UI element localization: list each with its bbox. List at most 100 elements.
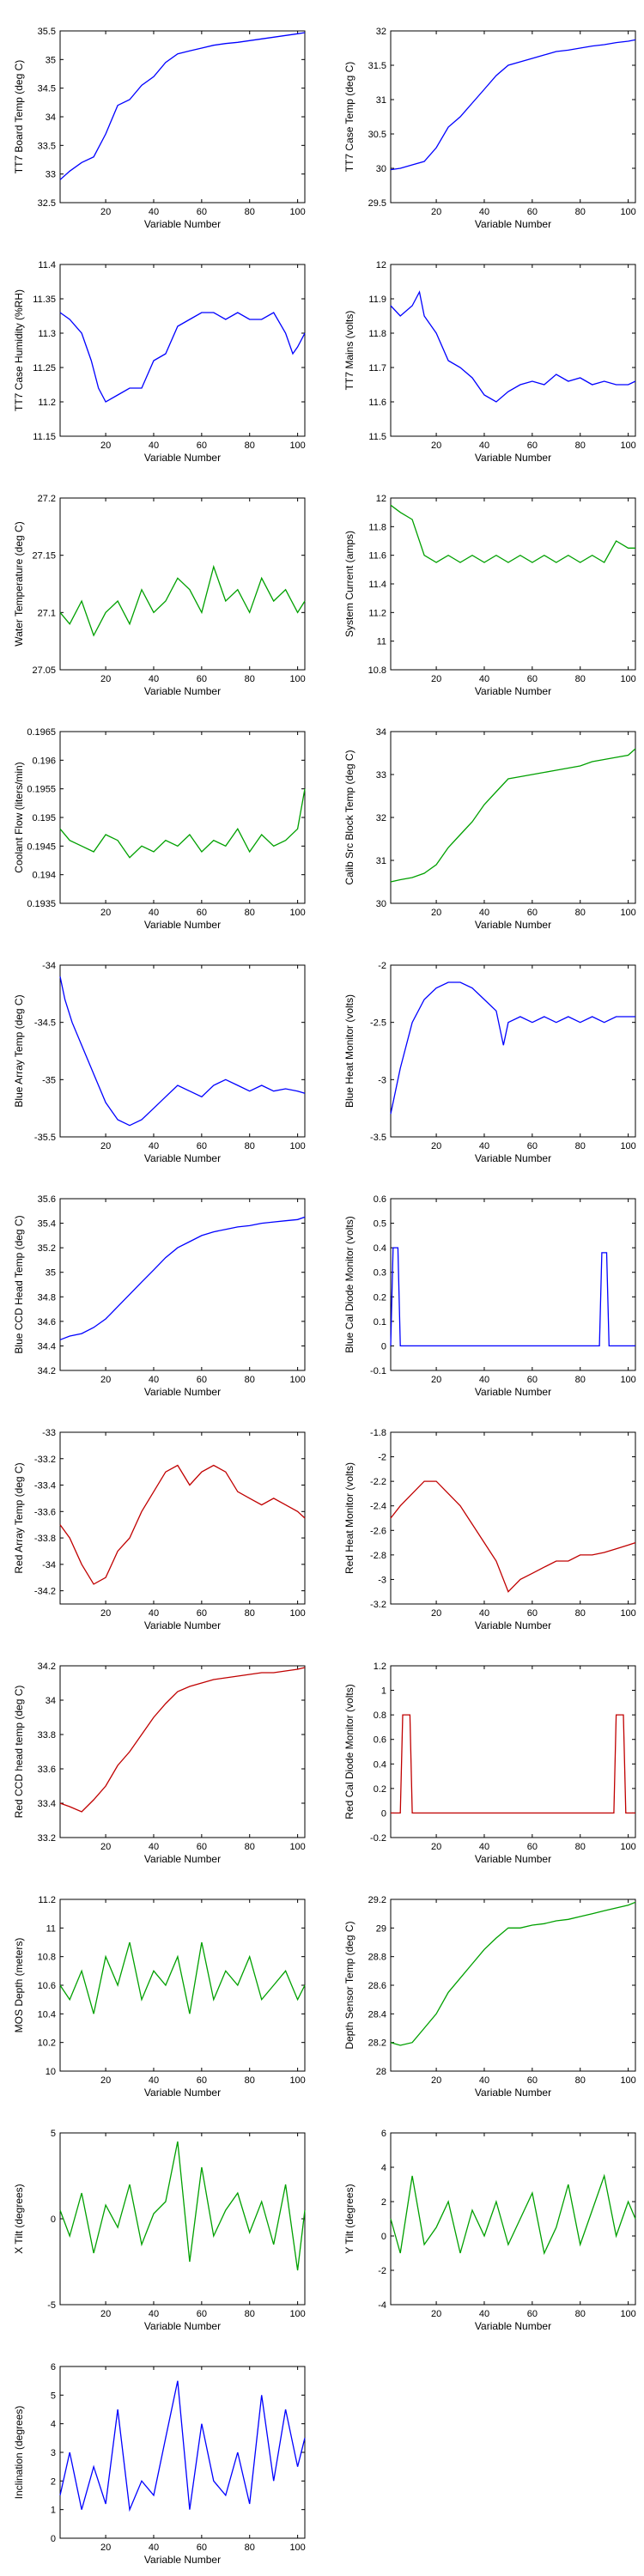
x-tick-label: 80 [245, 674, 255, 684]
x-axis-label: Variable Number [475, 1619, 551, 1631]
x-axis-label: Variable Number [475, 2320, 551, 2332]
y-tick-label: 11.5 [368, 432, 386, 442]
x-tick-label: 60 [197, 1141, 207, 1151]
axes-box [390, 731, 636, 904]
y-tick-label: 2 [51, 2476, 56, 2487]
y-tick-label: 0.194 [32, 871, 56, 881]
x-tick-label: 40 [149, 2075, 159, 2086]
x-tick-label: 20 [431, 1141, 441, 1151]
x-tick-label: 100 [620, 2075, 635, 2086]
y-tick-label: -0.2 [370, 1833, 386, 1844]
axes-box [390, 497, 636, 671]
y-tick-label: 35.2 [38, 1243, 56, 1254]
y-tick-label: 10.6 [38, 1981, 56, 1991]
y-tick-label: -33 [42, 1428, 56, 1438]
x-tick-label: 80 [575, 674, 586, 684]
y-tick-label: 0.2 [374, 1784, 386, 1795]
series-line [59, 788, 306, 859]
y-tick-label: 0.4 [374, 1243, 386, 1254]
y-tick-label: 31 [376, 856, 386, 866]
y-axis-label: Blue CCD Head Temp (deg C) [13, 1215, 25, 1353]
y-tick-label: 35.5 [38, 27, 56, 37]
x-tick-label: 40 [479, 1842, 489, 1852]
x-tick-label: 40 [149, 1375, 159, 1385]
x-tick-label: 20 [431, 1375, 441, 1385]
x-axis-label: Variable Number [144, 1152, 221, 1164]
y-axis-label: Blue Heat Monitor (volts) [343, 994, 355, 1108]
y-tick-label: 34.8 [38, 1292, 56, 1303]
x-tick-label: 20 [431, 440, 441, 451]
x-axis-label: Variable Number [475, 2087, 551, 2099]
y-axis-label: Y Tilt (degrees) [343, 2184, 355, 2253]
series-line [390, 1901, 636, 2046]
y-tick-label: 33.2 [38, 1833, 56, 1844]
x-tick-label: 100 [289, 207, 305, 217]
chart-panel: 20 40 60 80 100 33.2 33.4 33.6 33.8 34 34.2 Variabl… [13, 1662, 306, 1865]
y-tick-label: 0.5 [374, 1219, 386, 1230]
y-tick-label: 34 [46, 1696, 56, 1706]
y-axis-label: Red Array Temp (deg C) [13, 1462, 25, 1573]
x-tick-label: 20 [431, 207, 441, 217]
y-tick-label: 11.9 [368, 295, 386, 305]
x-tick-label: 100 [289, 440, 305, 451]
y-tick-label: 0 [381, 1341, 386, 1352]
axes-box [59, 497, 306, 671]
y-axis-label: MOS Depth (meters) [13, 1938, 25, 2033]
y-tick-label: 11.8 [368, 522, 386, 532]
y-tick-label: -35 [42, 1075, 56, 1085]
y-tick-label: 1 [381, 1686, 386, 1697]
series-line [59, 976, 306, 1127]
chart-panel: 20 40 60 80 100 -3.5 -3 -2.5 -2 Variable Number Bl… [343, 961, 636, 1164]
y-tick-label: 34 [46, 112, 56, 123]
x-tick-label: 60 [197, 1842, 207, 1852]
axes-box [390, 264, 636, 437]
x-tick-label: 100 [289, 1608, 305, 1619]
x-tick-label: 40 [479, 908, 489, 918]
y-tick-label: -3.5 [370, 1133, 386, 1143]
series-line [391, 1714, 635, 1814]
y-tick-label: 29 [376, 1923, 386, 1934]
x-tick-label: 100 [620, 674, 635, 684]
y-tick-label: 30 [376, 164, 386, 174]
chart-panel: 20 40 60 80 100 0 1 2 3 4 5 6 Variable Number Inclina… [13, 2362, 306, 2566]
x-axis-label: Variable Number [144, 452, 221, 464]
x-tick-label: 100 [620, 908, 635, 918]
x-tick-label: 40 [149, 1608, 159, 1619]
x-tick-label: 20 [100, 2543, 111, 2553]
series-line [59, 564, 306, 637]
y-tick-label: 33.5 [38, 141, 56, 151]
x-tick-label: 100 [620, 1842, 635, 1852]
chart-panel: 20 40 60 80 100 29.5 30 30.5 31 31.5 32 Variable Nu… [343, 27, 636, 230]
series-line [59, 2380, 306, 2512]
axes-box [390, 1899, 636, 2072]
y-tick-label: 0.1945 [27, 841, 56, 852]
axes-box [59, 2366, 306, 2539]
x-tick-label: 100 [289, 908, 305, 918]
axes-box [59, 30, 306, 204]
y-tick-label: 4 [381, 2163, 386, 2173]
x-tick-label: 40 [479, 1375, 489, 1385]
y-tick-label: 2 [381, 2197, 386, 2208]
chart-panel: 20 40 60 80 100 34.2 34.4 34.6 34.8 35 35.2 35.4 35.… [13, 1194, 306, 1398]
y-tick-label: 29.5 [368, 198, 386, 209]
series-line [390, 290, 636, 403]
x-tick-label: 20 [100, 1375, 111, 1385]
x-tick-label: 60 [527, 674, 538, 684]
y-tick-label: 0 [381, 2232, 386, 2242]
x-axis-label: Variable Number [475, 1152, 551, 1164]
chart-panel: 20 40 60 80 100 -5 0 5 Variable Number X Tilt (de… [13, 2129, 306, 2332]
series-line [59, 32, 306, 180]
y-tick-label: 28 [376, 2067, 386, 2077]
x-tick-label: 40 [479, 2075, 489, 2086]
x-axis-label: Variable Number [144, 2554, 221, 2566]
x-tick-label: 20 [100, 2075, 111, 2086]
x-tick-label: 60 [197, 207, 207, 217]
y-tick-label: 27.05 [32, 665, 56, 676]
y-tick-label: 28.6 [368, 1981, 386, 1991]
x-tick-label: 40 [479, 1608, 489, 1619]
x-tick-label: 100 [289, 2075, 305, 2086]
y-axis-label: X Tilt (degrees) [13, 2184, 25, 2253]
x-tick-label: 40 [479, 2309, 489, 2319]
x-tick-label: 60 [527, 908, 538, 918]
axes-box [59, 1665, 306, 1838]
